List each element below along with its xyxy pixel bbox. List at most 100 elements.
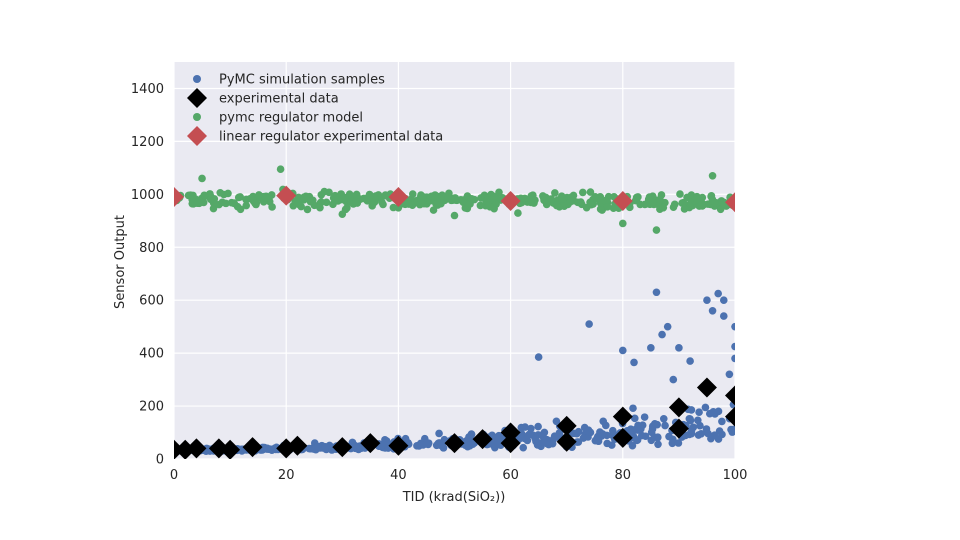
regulator-model-point	[578, 188, 587, 197]
regulator-model-point	[577, 198, 585, 206]
pymc-sample-point	[619, 346, 627, 355]
regulator-model-point	[381, 191, 390, 199]
pymc-sample-point	[519, 443, 528, 452]
pymc-sample-point	[652, 288, 661, 297]
regulator-model-point	[434, 198, 443, 207]
regulator-model-point	[242, 201, 251, 210]
regulator-model-point	[514, 209, 522, 217]
regulator-model-point	[676, 190, 684, 198]
legend-marker	[193, 113, 201, 121]
regulator-model-point	[300, 194, 309, 203]
regulator-model-point	[379, 200, 387, 209]
pymc-sample-point	[685, 414, 694, 423]
regulator-model-point	[343, 204, 351, 212]
regulator-model-point	[234, 193, 243, 202]
experimental-data-point	[444, 433, 465, 454]
plot-background	[174, 62, 735, 459]
regulator-model-point	[216, 188, 225, 197]
pymc-sample-point	[637, 425, 645, 433]
grid-lines	[173, 62, 736, 460]
regulator-experimental-point	[725, 192, 735, 213]
experimental-data-layer	[174, 377, 735, 459]
regulator-model-point	[644, 195, 653, 204]
experimental-data-point	[612, 427, 633, 448]
pymc-sample-point	[719, 312, 728, 320]
regulator-model-point	[591, 192, 599, 201]
experimental-data-point	[332, 437, 353, 458]
regulator-experimental-point	[500, 190, 521, 211]
regulator-experimental-point	[612, 190, 633, 211]
y-tick-label: 200	[139, 400, 164, 415]
x-tick-label: 100	[723, 468, 748, 483]
regulator-model-point	[429, 206, 438, 214]
regulator-model-point	[303, 205, 312, 214]
regulator-model-point	[486, 202, 494, 211]
pymc-sample-point	[540, 438, 548, 447]
pymc-sample-point	[669, 375, 678, 384]
regulator-model-point	[586, 188, 595, 196]
pymc-sample-point	[647, 436, 656, 445]
regulator-model-point	[492, 200, 500, 208]
regulator-model-point	[389, 203, 398, 212]
regulator-model-point	[195, 199, 203, 208]
x-axis-label: TID (krad(SiO₂))	[402, 490, 506, 505]
pymc-sample-point	[432, 441, 441, 450]
experimental-data-point	[360, 433, 381, 454]
regulator-model-point	[659, 203, 668, 212]
experimental-data-point	[556, 415, 577, 436]
regulator-model-point	[495, 188, 503, 197]
pymc-sample-point	[654, 440, 662, 449]
regulator-experimental-point	[388, 186, 409, 207]
experimental-data-point	[472, 429, 493, 450]
pymc-sample-point	[521, 423, 529, 431]
regulator-model-point	[467, 194, 476, 203]
regulator-model-point	[552, 201, 561, 210]
y-tick-label: 1000	[131, 188, 164, 203]
regulator-model-point	[198, 174, 206, 183]
regulator-model-point	[236, 205, 245, 214]
pymc-sample-point	[629, 404, 637, 413]
pymc-sample-point	[580, 423, 589, 432]
pymc-sample-point	[585, 320, 593, 328]
regulator-model-point	[527, 198, 535, 207]
pymc-sample-point	[653, 433, 662, 441]
regulator-model-point	[609, 204, 618, 213]
pymc-sample-point	[658, 330, 666, 339]
regulator-model-point	[404, 200, 413, 208]
regulator-model-point	[352, 191, 361, 199]
pymc-sample-point	[608, 426, 617, 435]
pymc-sample-point	[695, 408, 703, 417]
pymc-sample-point	[696, 421, 704, 430]
legend-marker	[193, 75, 201, 83]
pymc-sample-point	[701, 403, 710, 412]
regulator-model-point	[209, 204, 218, 213]
pymc-sample-point	[534, 422, 542, 431]
pymc-sample-point	[573, 429, 581, 438]
pymc-sample-point	[598, 430, 607, 438]
x-tick-label: 40	[390, 468, 407, 483]
regulator-model-point	[490, 194, 498, 202]
pymc-sample-point	[534, 353, 543, 361]
regulator-model-point	[294, 200, 302, 208]
pymc-sample-point	[524, 431, 533, 440]
regulator-model-point	[276, 165, 285, 173]
pymc-sample-point	[709, 408, 718, 416]
legend-label: pymc regulator model	[219, 111, 363, 126]
pymc-sample-point	[703, 296, 711, 305]
experimental-data-point	[612, 406, 633, 427]
legend-label: linear regulator experimental data	[219, 130, 443, 145]
y-tick-label: 400	[139, 347, 164, 362]
experimental-data-point	[388, 435, 409, 456]
regulator-model-point	[652, 226, 661, 234]
regulator-model-point	[603, 203, 612, 211]
pymc-sample-point	[313, 442, 322, 451]
regulator-model-point	[459, 198, 468, 206]
regulator-model-point	[246, 194, 255, 203]
regulator-model-point	[418, 192, 427, 201]
y-axis-ticks: 0 200 400 600 800 1000 1200 1400	[131, 82, 164, 468]
pymc-sample-point	[704, 429, 712, 438]
pymc-sample-point	[538, 431, 547, 440]
regulator-model-point	[670, 200, 679, 209]
x-tick-label: 80	[615, 468, 632, 483]
